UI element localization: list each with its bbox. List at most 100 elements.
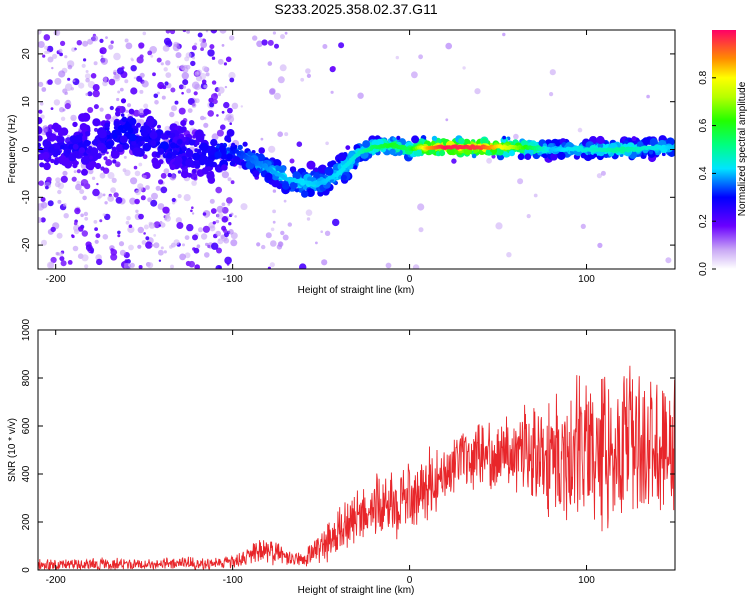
spectrogram-speckle [176,42,180,46]
spectrogram-speckle [126,215,131,221]
spectrogram-speckle [96,258,103,266]
spectrogram-speckle [139,89,144,94]
spectrogram-ridge-blob [121,116,128,123]
spectrogram-speckle [208,97,214,103]
spectrogram-ridge-blob [98,129,107,139]
spectrogram-speckle [58,48,63,54]
spectrogram-speckle [191,180,197,186]
spectrogram-speckle [203,122,209,128]
spectrogram-speckle [182,243,185,247]
spectrogram-speckle [188,260,195,268]
colorbar-tick-label: 0.4 [698,166,709,180]
spectrogram-speckle [184,252,191,259]
spectrogram-speckle [171,197,176,203]
spectrogram-speckle [210,208,217,214]
spectrogram-speckle [163,67,168,72]
snr-x-ticks: -200 -100 0 100 [46,330,595,586]
spectrogram-ridge-blob [87,149,92,154]
spectrogram-ridge-blob [206,171,215,180]
spectrogram-ridge-blob [120,98,127,104]
spectrogram-speckle [600,170,606,176]
spectrogram-speckle [153,93,159,99]
spectrogram-speckle [113,192,119,198]
spectrogram-speckle [64,92,67,96]
spectrogram-speckle [280,230,285,236]
spectrogram-ridge-blob [72,162,78,169]
spectrogram-speckle [133,76,137,80]
spectrogram-speckle [67,64,73,70]
spectrogram-speckle [158,249,164,256]
spectrogram-speckle [76,180,81,185]
y-tick-label: 0 [21,146,32,152]
spectrogram-speckle [110,253,118,261]
spectrogram-speckle [486,157,492,164]
spectrogram-ridge-blob [89,155,93,160]
spectrogram-ridge-blob [187,172,193,178]
spectrogram-speckle [143,232,146,235]
spectrogram-speckle [143,103,149,109]
spectrogram-speckle [128,244,134,251]
spectrogram-speckle [217,58,224,65]
spectrogram-speckle [186,223,194,232]
spectrogram-speckle [196,69,202,75]
spectrogram-ridge-blob [105,141,114,150]
spectrogram-speckle [175,52,182,59]
spectrogram-speckle [207,49,215,57]
spectrogram-speckle [256,242,261,247]
spectrogram-speckle [357,92,364,99]
spectrogram-speckle [274,43,279,49]
spectrogram-speckle [145,236,150,241]
spectrogram-ridge-blob [247,150,252,156]
spectrogram-speckle [217,86,225,94]
spectrogram-speckle [171,105,177,112]
spectrogram-speckle [112,69,118,75]
spectrogram-ridge-blob [39,162,45,168]
spectrogram-speckle [445,118,449,122]
spectrogram-ridge-blob [389,148,396,155]
spectrogram-speckle [105,113,112,120]
spectrogram-ridge-blob [145,117,155,127]
spectrogram-ridge-blob [214,151,222,159]
spectrogram-speckle [169,111,175,118]
spectrogram-speckle [325,141,329,146]
spectrogram-ridge-blob [195,163,201,169]
spectrogram-speckle [221,216,229,223]
spectrogram-speckle [62,108,66,112]
spectrogram-speckle [183,194,191,202]
spectrogram-speckle [193,91,198,96]
spectrogram-ridge-blob [224,135,232,142]
spectrogram-speckle [277,76,285,84]
spectrogram-speckle [117,90,121,94]
spectrogram-speckle [90,250,94,254]
spectrogram-speckle [74,207,81,215]
spectrogram-speckle [217,238,224,245]
spectrogram-ridge-blob [52,122,60,130]
y-tick-label: 400 [21,465,32,482]
spectrogram-speckle [179,253,187,261]
spectrogram-speckle [88,168,94,175]
spectrogram-speckle [163,37,172,45]
spectrogram-speckle [200,233,208,240]
spectrogram-speckle [155,185,161,191]
spectrogram-speckle [64,103,71,110]
spectrogram-ridge-blob [242,141,248,147]
spectrogram-speckle [330,90,334,94]
spectrogram-speckle [84,73,91,79]
spectrogram-speckle [210,30,218,34]
spectrogram-ridge-blob [38,128,42,133]
spectrogram-ridge-blob [56,135,65,144]
spectrogram-ridge-blob [597,142,604,149]
spectrogram-speckle [506,252,512,258]
spectrogram-ridge-blob [275,165,281,171]
spectrogram-speckle [102,167,110,174]
spectrogram-speckle [148,222,156,229]
spectrogram-speckle [272,209,276,214]
spectrogram-speckle [59,52,63,57]
spectrogram-speckle [216,114,219,117]
spectrogram-speckle [194,264,200,269]
spectrogram-ridge-blob [306,160,316,170]
spectrogram-speckle [199,38,204,43]
spectrogram-speckle [151,244,154,247]
spectrogram-speckle [141,80,149,88]
spectrogram-ridge-blob [170,132,176,138]
